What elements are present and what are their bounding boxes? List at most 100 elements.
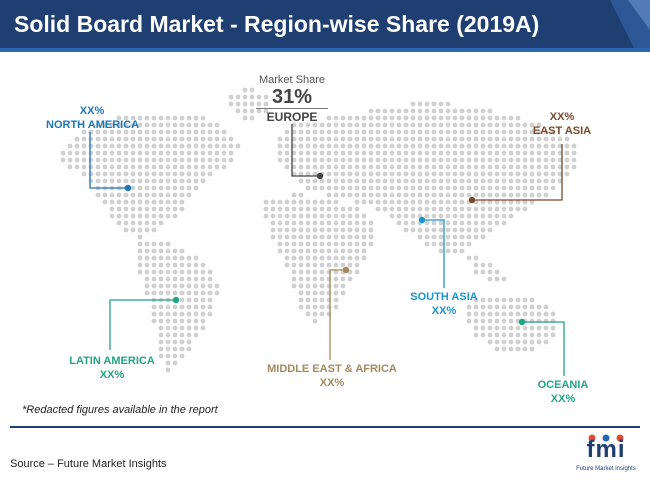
map-dot: [144, 150, 150, 156]
map-dot: [508, 213, 514, 219]
map-dot: [151, 136, 157, 142]
map-dot: [172, 311, 178, 317]
map-dot: [207, 136, 213, 142]
map-dot: [123, 213, 129, 219]
map-dot: [508, 185, 514, 191]
map-dot: [333, 178, 339, 184]
map-dot: [263, 206, 269, 212]
middle-east-africa-leader-marker: [342, 266, 350, 274]
map-dot: [312, 262, 318, 268]
map-dot: [305, 220, 311, 226]
map-dot: [508, 192, 514, 198]
map-dot: [291, 227, 297, 233]
map-dot: [347, 115, 353, 121]
map-dot: [151, 255, 157, 261]
map-dot: [361, 248, 367, 254]
map-dot: [284, 234, 290, 240]
map-dot: [438, 234, 444, 240]
map-dot: [459, 129, 465, 135]
map-dot: [515, 115, 521, 121]
map-dot: [214, 129, 220, 135]
map-dot: [403, 157, 409, 163]
map-dot: [179, 157, 185, 163]
map-dot: [487, 220, 493, 226]
map-dot: [515, 129, 521, 135]
map-dot: [200, 178, 206, 184]
map-dot: [200, 150, 206, 156]
map-dot: [284, 227, 290, 233]
map-dot: [361, 143, 367, 149]
map-dot: [389, 192, 395, 198]
map-dot: [165, 164, 171, 170]
map-dot: [550, 311, 556, 317]
map-dot: [494, 311, 500, 317]
map-dot: [473, 206, 479, 212]
map-dot: [214, 136, 220, 142]
map-dot: [438, 143, 444, 149]
map-dot: [193, 178, 199, 184]
map-dot: [270, 234, 276, 240]
map-dot: [487, 157, 493, 163]
map-dot: [74, 143, 80, 149]
map-dot: [368, 150, 374, 156]
map-dot: [375, 185, 381, 191]
map-dot: [123, 178, 129, 184]
map-dot: [123, 150, 129, 156]
map-dot: [424, 136, 430, 142]
map-dot: [333, 262, 339, 268]
map-dot: [193, 157, 199, 163]
map-dot: [473, 325, 479, 331]
map-dot: [452, 206, 458, 212]
map-dot: [494, 304, 500, 310]
map-dot: [536, 178, 542, 184]
map-dot: [109, 199, 115, 205]
map-dot: [396, 192, 402, 198]
map-dot: [137, 269, 143, 275]
map-dot: [403, 136, 409, 142]
map-dot: [515, 206, 521, 212]
map-dot: [151, 115, 157, 121]
map-dot: [144, 115, 150, 121]
map-dot: [501, 339, 507, 345]
map-dot: [277, 234, 283, 240]
map-dot: [459, 171, 465, 177]
map-dot: [410, 157, 416, 163]
south-asia-callout: SOUTH ASIA XX%: [408, 290, 480, 318]
map-dot: [179, 248, 185, 254]
map-dot: [529, 143, 535, 149]
map-dot: [501, 213, 507, 219]
map-dot: [529, 325, 535, 331]
map-dot: [522, 346, 528, 352]
map-dot: [109, 150, 115, 156]
map-dot: [172, 346, 178, 352]
map-dot: [291, 199, 297, 205]
map-dot: [130, 115, 136, 121]
footer-divider: [10, 426, 640, 428]
map-dot: [214, 150, 220, 156]
map-dot: [137, 115, 143, 121]
map-dot: [137, 199, 143, 205]
map-dot: [158, 269, 164, 275]
map-dot: [263, 213, 269, 219]
map-dot: [165, 325, 171, 331]
map-dot: [466, 234, 472, 240]
map-dot: [354, 129, 360, 135]
map-dot: [431, 199, 437, 205]
map-dot: [312, 276, 318, 282]
map-dot: [179, 325, 185, 331]
map-dot: [480, 150, 486, 156]
map-dot: [431, 227, 437, 233]
europe-leader: [291, 124, 320, 177]
map-dot: [508, 332, 514, 338]
north-america-leader-marker: [124, 184, 132, 192]
map-dot: [165, 192, 171, 198]
map-dot: [214, 290, 220, 296]
map-dot: [312, 248, 318, 254]
map-dot: [536, 339, 542, 345]
map-dot: [452, 248, 458, 254]
map-dot: [186, 150, 192, 156]
map-dot: [536, 318, 542, 324]
map-dot: [543, 311, 549, 317]
map-dot: [494, 115, 500, 121]
map-dot: [235, 94, 241, 100]
